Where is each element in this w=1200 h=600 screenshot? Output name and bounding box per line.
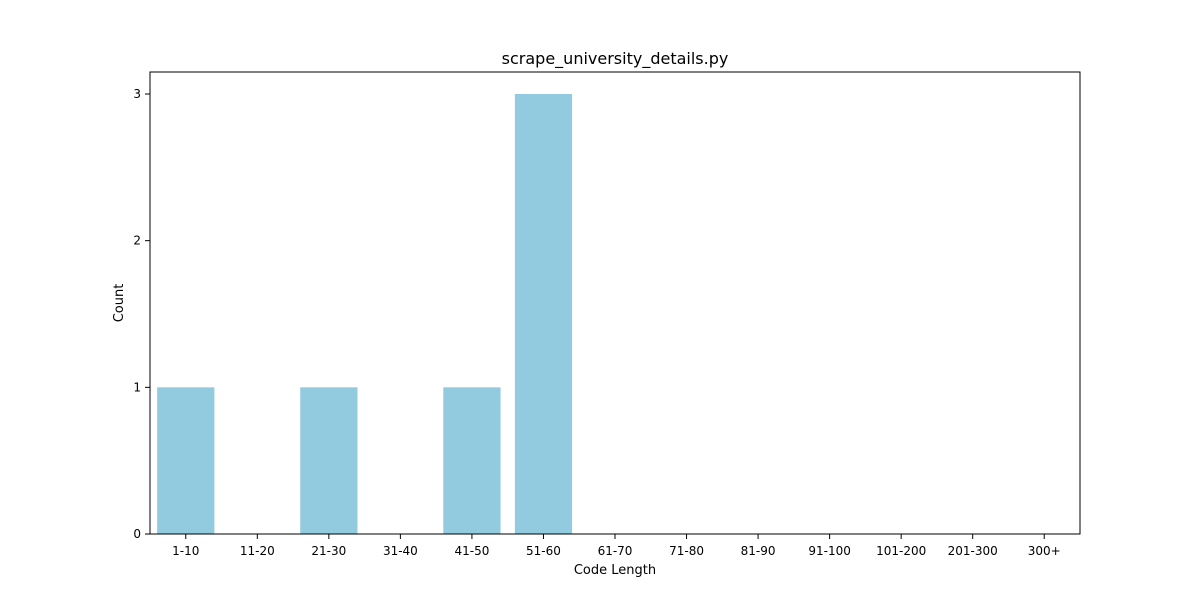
x-tick-label: 11-20: [240, 544, 275, 558]
x-axis: 1-10 11-20 21-30 31-40 41-50 51-60 61-70 71-80 8…: [172, 534, 1061, 558]
y-tick-label: 3: [133, 87, 141, 101]
x-tick-label: 21-30: [311, 544, 346, 558]
bar-1-10: [157, 387, 215, 534]
y-tick-label: 1: [133, 380, 141, 394]
x-tick-label: 300+: [1028, 544, 1061, 558]
x-tick-label: 201-300: [948, 544, 998, 558]
x-tick-label: 61-70: [598, 544, 633, 558]
x-tick-label: 41-50: [454, 544, 489, 558]
y-tick-label: 0: [133, 527, 141, 541]
bar-21-30: [300, 387, 358, 534]
x-tick-label: 51-60: [526, 544, 561, 558]
x-tick-label: 31-40: [383, 544, 418, 558]
x-tick-label: 101-200: [876, 544, 926, 558]
bar-51-60: [514, 94, 573, 534]
chart-title: scrape_university_details.py: [502, 49, 729, 69]
x-tick-label: 91-100: [808, 544, 851, 558]
plot-frame: [149, 71, 1081, 535]
bar-41-50: [443, 387, 501, 534]
y-axis-label: Count: [112, 284, 127, 323]
x-axis-label: Code Length: [574, 563, 656, 578]
y-tick-label: 2: [133, 234, 141, 248]
x-tick-label: 71-80: [669, 544, 704, 558]
x-tick-label: 81-90: [741, 544, 776, 558]
bars-group: [157, 94, 573, 534]
y-axis: 0 1 2 3: [133, 87, 150, 541]
x-tick-label: 1-10: [172, 544, 199, 558]
